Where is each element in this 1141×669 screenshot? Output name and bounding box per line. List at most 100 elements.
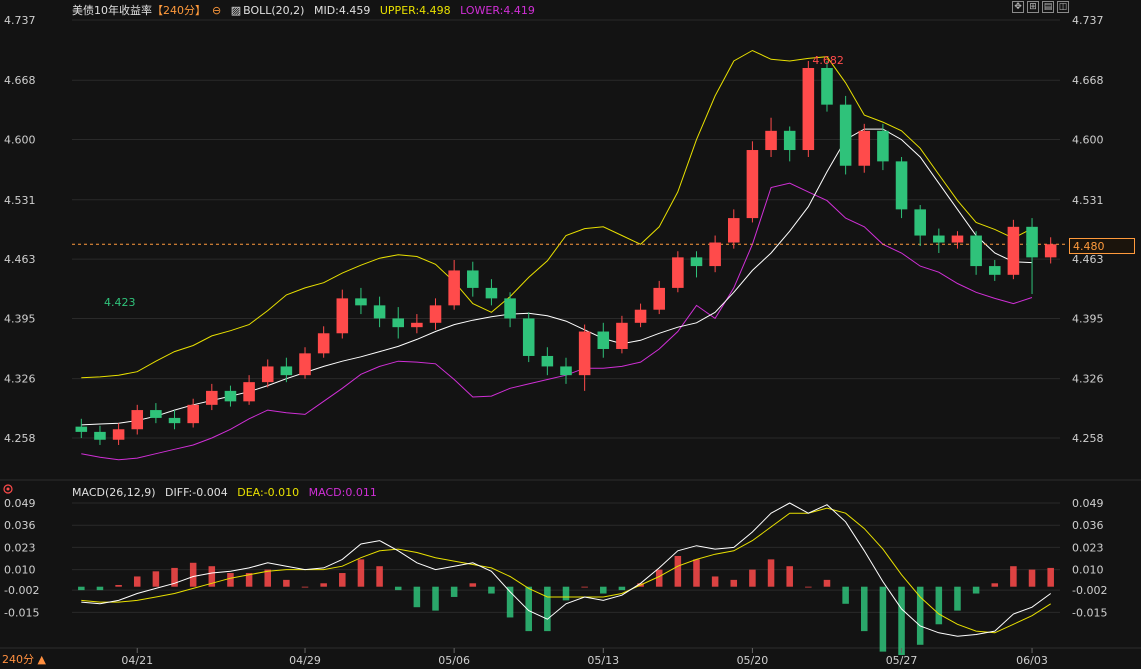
macd-histogram-bar [879, 586, 887, 652]
macd-y-tick-right: -0.002 [1072, 584, 1107, 597]
candle [261, 359, 274, 388]
boll-indicator-icon[interactable]: ▨ [230, 4, 242, 17]
macd-histogram-bar [320, 583, 327, 587]
macd-y-tick-right: 0.023 [1072, 541, 1104, 554]
macd-histogram-bar [488, 586, 495, 594]
candle-body [821, 67, 833, 105]
candle [392, 307, 405, 339]
candle [112, 423, 125, 445]
boll-lower: LOWER:4.419 [460, 4, 535, 17]
macd-histogram-bar [916, 586, 924, 645]
candlestick-series[interactable] [75, 61, 1057, 445]
candle-body [504, 298, 516, 319]
macd-y-tick-left: -0.015 [4, 606, 39, 619]
candle [522, 312, 535, 363]
x-tick-label: 04/29 [289, 654, 321, 667]
candle-body [336, 298, 349, 334]
macd-histogram-bar [432, 586, 439, 611]
x-tick-label: 05/13 [587, 654, 619, 667]
macd-histogram-bar [842, 586, 849, 604]
macd-histogram-bar [264, 569, 271, 587]
macd-histogram-bar [1028, 569, 1036, 587]
x-tick-label: 05/06 [438, 654, 470, 667]
candle-body [988, 266, 1001, 275]
current-price-tag: 4.480 [1069, 238, 1135, 254]
candle-body [653, 287, 665, 310]
candle-body [933, 235, 945, 243]
candle [224, 385, 237, 407]
y-tick-right: 4.531 [1072, 194, 1104, 207]
macd-panel [78, 502, 1054, 656]
macd-histogram-bar [1010, 566, 1017, 587]
macd-settings-icon[interactable] [3, 484, 13, 494]
candle [802, 61, 815, 158]
crosshair-icon[interactable]: ✥ [1012, 1, 1024, 13]
macd-histogram-bar [301, 586, 309, 588]
candle [336, 289, 349, 339]
macd-dea-line [81, 507, 1051, 634]
x-tick-label: 05/20 [737, 654, 769, 667]
macd-histogram-bar [935, 586, 943, 625]
candle [485, 279, 498, 306]
candle-body [672, 257, 684, 288]
y-tick-left: 4.668 [4, 74, 36, 87]
macd-histogram-bar [823, 579, 831, 587]
period-label[interactable]: 【240分】 [152, 4, 206, 17]
candle [560, 357, 572, 384]
macd-histogram-bar [861, 586, 868, 632]
macd-histogram-bar [78, 586, 85, 591]
macd-histogram-bar [693, 559, 700, 587]
candle-body [578, 331, 591, 376]
candle-body [970, 235, 982, 267]
save-icon[interactable]: ▤ [1042, 1, 1054, 13]
macd-histogram-bar [208, 566, 216, 587]
grid-lines [0, 19, 1141, 649]
candle-body [467, 270, 479, 288]
candle [914, 204, 926, 247]
candle-body [914, 209, 926, 236]
candle [858, 123, 871, 173]
boll-upper: UPPER:4.498 [379, 4, 451, 17]
macd-histogram-bar [655, 569, 663, 587]
candle [709, 235, 721, 273]
macd-histogram-bar [674, 555, 682, 587]
fullscreen-icon[interactable]: ◫ [1057, 1, 1069, 13]
macd-histogram-bar [562, 586, 570, 601]
y-tick-right: 4.258 [1072, 432, 1104, 445]
candle-body [299, 353, 311, 376]
candle [988, 259, 1001, 281]
macd-histogram-bar [525, 586, 532, 632]
macd-histogram-bar [711, 576, 719, 587]
macd-y-tick-right: 0.036 [1072, 519, 1104, 532]
candle [783, 126, 796, 162]
candle-body [783, 130, 796, 151]
candle [578, 324, 591, 391]
candle-body [634, 309, 647, 323]
boll-lower-line [81, 182, 1033, 461]
macd-histogram-bar [133, 576, 141, 587]
macd-name: MACD(26,12,9) [72, 486, 156, 499]
macd-histogram-bar [898, 586, 905, 656]
y-tick-right: 4.600 [1072, 134, 1104, 147]
candle [727, 209, 740, 249]
macd-histogram-bar [283, 579, 290, 587]
macd-y-tick-left: 0.036 [4, 519, 36, 532]
candle [970, 231, 982, 275]
candle [839, 95, 852, 175]
macd-histogram-bar [730, 579, 738, 587]
candle-body [951, 235, 964, 243]
y-tick-right: 4.395 [1072, 312, 1104, 325]
candle [243, 375, 255, 405]
x-axis-labels: 04/21 04/29 05/06 05/13 05/20 05/27 06/03 [121, 648, 1048, 667]
period-selector[interactable]: 240分 ▲ [2, 653, 46, 666]
candle [467, 261, 479, 297]
chart-toolbar: ✥ ⊞ ▤ ◫ [1012, 1, 1069, 13]
macd-y-tick-left: 0.049 [4, 497, 36, 510]
macd-histogram-bar [376, 566, 383, 587]
candle [373, 296, 386, 328]
settings-icon[interactable]: ⊖ [212, 4, 222, 17]
candle [821, 61, 833, 112]
split-panel-icon[interactable]: ⊞ [1027, 1, 1039, 13]
candle-body [355, 298, 367, 306]
macd-histogram-bar [767, 559, 775, 587]
